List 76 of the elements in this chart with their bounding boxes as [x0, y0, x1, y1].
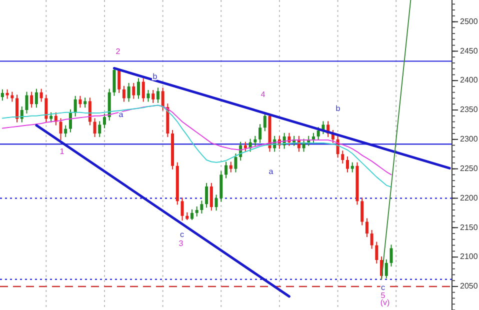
candlestick [205, 182, 208, 208]
y-tick-label: 2500 [460, 16, 478, 26]
candlestick [68, 108, 72, 133]
candlestick [375, 241, 378, 264]
candlestick [234, 153, 238, 173]
candlestick [210, 182, 213, 212]
candlestick [390, 244, 393, 267]
candlestick [64, 124, 68, 138]
candlestick [161, 87, 164, 112]
y-tick-label: 2150 [460, 222, 478, 232]
candlestick [312, 132, 315, 144]
y-tick-label: 2050 [460, 282, 478, 291]
candlestick [341, 150, 344, 164]
candlestick [254, 135, 257, 146]
candlestick [137, 78, 140, 100]
y-tick-label: 2300 [460, 134, 478, 144]
y-tick-label: 2100 [460, 252, 478, 262]
candlestick [370, 230, 374, 250]
candlestick [220, 170, 223, 202]
candlestick [384, 258, 388, 279]
candlestick [88, 97, 92, 126]
candlestick [40, 88, 43, 102]
candlestick [102, 113, 106, 129]
candlestick [16, 94, 19, 123]
candlestick [25, 91, 28, 114]
candlestick [84, 97, 87, 108]
candlestick [6, 88, 9, 100]
candlestick [74, 95, 77, 117]
annotation: 5 [380, 291, 386, 300]
annotation: 3 [178, 239, 184, 248]
candlestick [146, 90, 150, 102]
annotation: b [152, 72, 158, 82]
candlestick [59, 118, 62, 140]
candlestick [180, 197, 184, 222]
candlestick [132, 82, 136, 100]
candlestick [127, 82, 130, 102]
y-tick-label: 2450 [460, 46, 478, 56]
annotation: (v) [380, 298, 390, 308]
candlestick [156, 87, 160, 104]
candlestick [190, 208, 194, 220]
candlestick [44, 94, 48, 123]
candlestick [152, 90, 155, 104]
candlestick [30, 91, 34, 108]
candlestick [20, 106, 24, 123]
candlestick [98, 120, 102, 138]
candlestick [0, 88, 4, 102]
y-tick-label: 2200 [460, 193, 478, 202]
candlestick [229, 161, 232, 173]
candlestick [224, 161, 228, 179]
annotation: a [268, 167, 274, 176]
annotation: c [180, 230, 184, 240]
candlestick [316, 126, 320, 140]
annotation: b [336, 104, 341, 114]
y-tick-label: 2350 [460, 105, 478, 114]
candlestick [258, 124, 262, 144]
candlestick [195, 206, 198, 217]
candlestick [263, 112, 266, 132]
candlestick [200, 200, 204, 214]
candlestick [112, 68, 116, 96]
candlestick [93, 118, 96, 138]
candlestick [122, 85, 126, 102]
candlestick [214, 194, 218, 212]
candlestick [78, 95, 82, 108]
y-tick-label: 2250 [460, 164, 478, 173]
candlestick [142, 78, 145, 102]
candlestick [34, 88, 38, 108]
annotation: 1 [60, 147, 65, 156]
candlestick [360, 197, 364, 226]
candlestick [350, 162, 354, 173]
annotation: 4 [260, 90, 266, 100]
candlestick [50, 112, 53, 123]
y-tick-label: 2400 [460, 76, 478, 85]
annotation: 2 [116, 47, 121, 56]
candlestick [365, 218, 368, 238]
annotation: a [118, 110, 124, 120]
candlestick [346, 156, 350, 173]
